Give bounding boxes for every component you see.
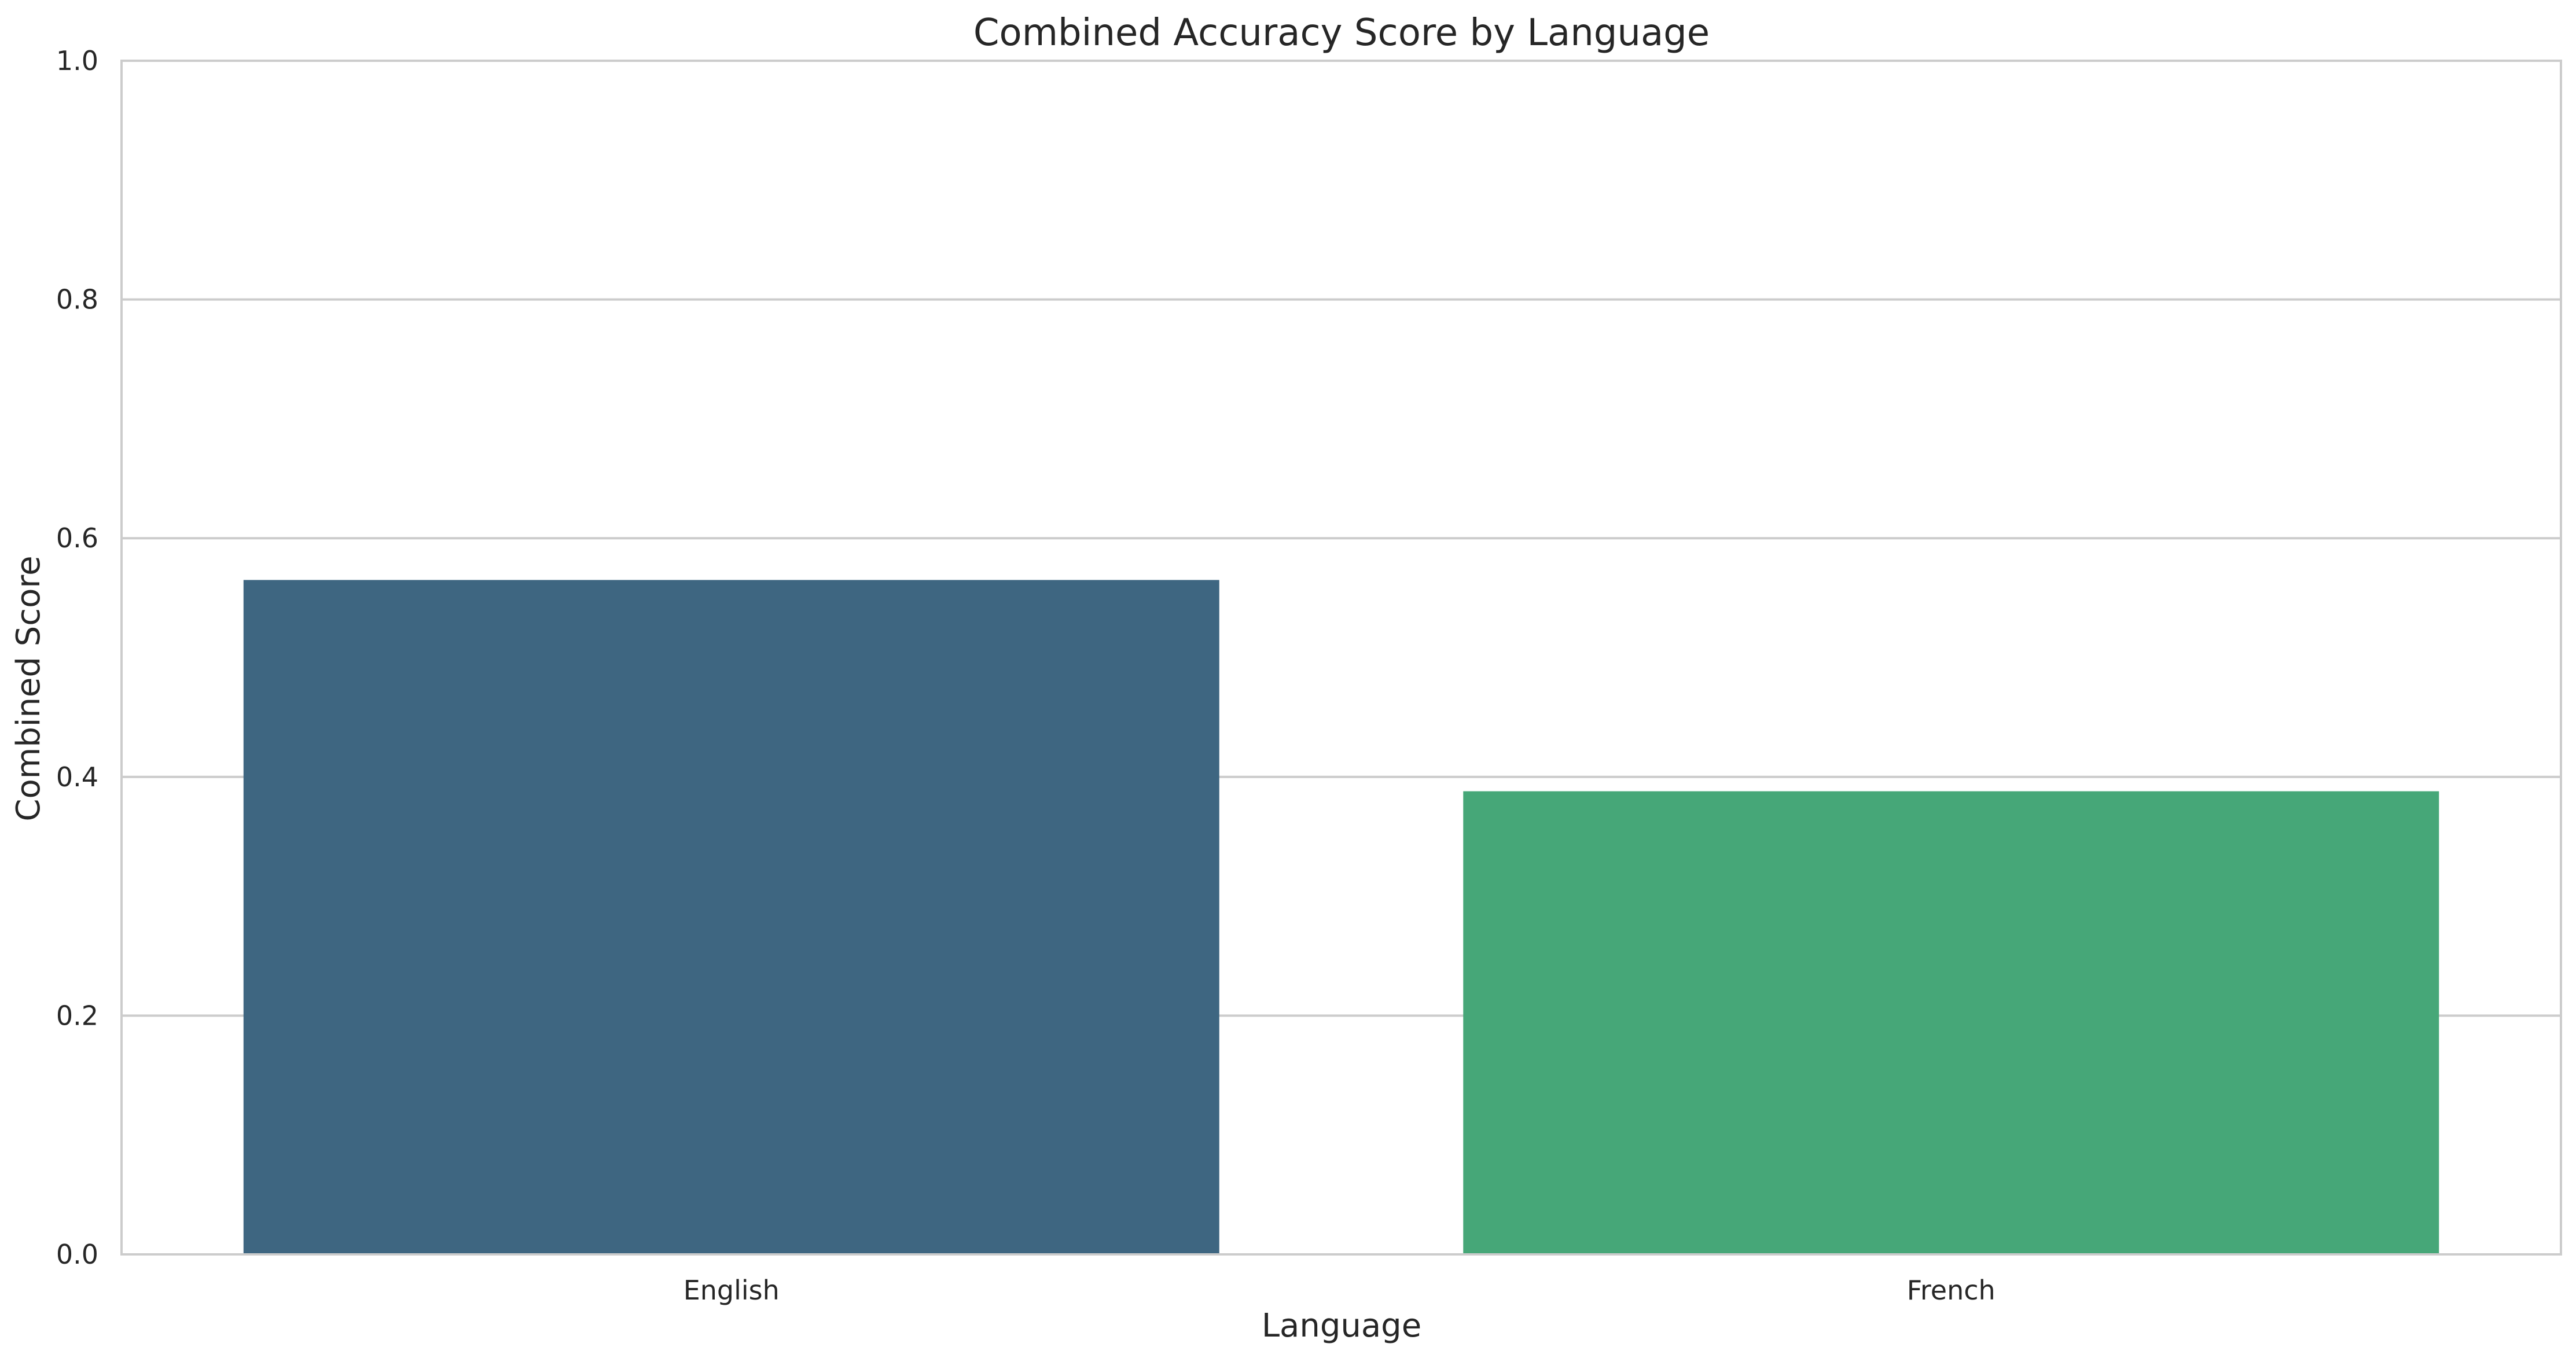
bar-french: [1463, 791, 2439, 1254]
chart-title: Combined Accuracy Score by Language: [973, 12, 1710, 54]
x-axis-label: Language: [1262, 1307, 1421, 1345]
y-tick-label: 0.4: [56, 761, 98, 793]
bars: [243, 580, 2439, 1254]
x-tick-label: English: [683, 1275, 780, 1306]
bar-english: [243, 580, 1219, 1254]
x-tick-label: French: [1907, 1275, 1996, 1306]
y-tick-label: 0.0: [56, 1239, 98, 1270]
y-tick-label: 0.6: [56, 522, 98, 554]
y-tick-label: 1.0: [56, 45, 98, 76]
plot-frame: [120, 60, 2562, 1256]
y-axis-label: Combined Score: [10, 555, 47, 821]
y-tick-labels: 0.0 0.2 0.4 0.6 0.8 1.0: [56, 45, 98, 1270]
y-tick-label: 0.2: [56, 1000, 98, 1031]
x-tick-labels: English French: [683, 1275, 1996, 1306]
y-tick-label: 0.8: [56, 284, 98, 315]
